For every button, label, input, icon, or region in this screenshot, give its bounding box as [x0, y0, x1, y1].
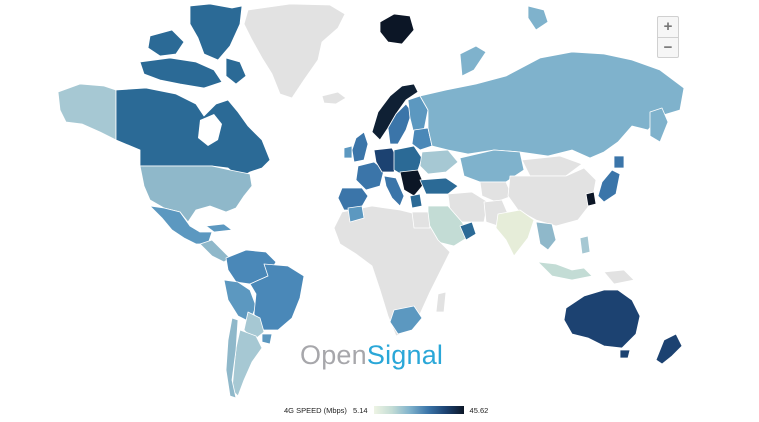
region-uk[interactable] [351, 131, 369, 163]
region-svalbard[interactable] [379, 13, 415, 45]
region-chile[interactable] [225, 317, 239, 399]
region-hokkaido[interactable] [613, 155, 625, 169]
region-se-asia[interactable] [535, 221, 557, 251]
region-cuba[interactable] [205, 223, 233, 233]
region-novaya-zemlya[interactable] [459, 45, 487, 77]
region-severny-islands[interactable] [527, 5, 549, 31]
region-new-guinea[interactable] [603, 269, 635, 285]
region-madagascar[interactable] [435, 291, 447, 313]
zoom-control: + − [657, 16, 679, 58]
region-balkans[interactable] [399, 169, 425, 197]
region-central-america[interactable] [199, 239, 231, 263]
region-indonesia[interactable] [537, 261, 593, 281]
legend-gradient-bar [373, 406, 464, 414]
region-canada-islands-d[interactable] [225, 57, 247, 85]
region-benelux-germany[interactable] [373, 147, 399, 173]
region-turkey[interactable] [419, 177, 459, 195]
region-australia[interactable] [563, 289, 641, 349]
color-legend: 4G SPEED (Mbps) 5.14 45.62 [284, 404, 488, 416]
region-new-zealand[interactable] [655, 333, 683, 365]
region-canada-islands-b[interactable] [147, 29, 185, 57]
zoom-in-button[interactable]: + [663, 18, 673, 35]
hudson-bay [198, 114, 222, 146]
region-japan[interactable] [597, 169, 621, 203]
region-sweden[interactable] [387, 103, 413, 145]
region-canada-islands-c[interactable] [139, 57, 223, 89]
zoom-out-button[interactable]: − [658, 37, 678, 57]
region-iberia[interactable] [337, 187, 369, 211]
region-italy[interactable] [383, 175, 405, 207]
region-greece[interactable] [409, 193, 423, 209]
region-alaska[interactable] [57, 83, 117, 141]
region-india[interactable] [495, 209, 535, 257]
region-baltics-belarus[interactable] [411, 127, 433, 151]
region-iceland[interactable] [321, 91, 347, 105]
legend-label: 4G SPEED (Mbps) [284, 405, 347, 415]
region-south-korea[interactable] [585, 191, 597, 207]
region-egypt[interactable] [411, 211, 431, 229]
region-mexico[interactable] [149, 205, 213, 245]
region-france[interactable] [355, 161, 385, 191]
region-central-asia[interactable] [479, 181, 513, 203]
region-oman[interactable] [459, 221, 477, 241]
region-norway[interactable] [371, 83, 419, 141]
region-greenland[interactable] [243, 3, 346, 99]
region-brazil[interactable] [249, 263, 305, 331]
region-mongolia[interactable] [521, 155, 583, 177]
region-uruguay[interactable] [261, 333, 273, 345]
region-russia[interactable] [419, 51, 685, 159]
region-tasmania[interactable] [619, 349, 631, 359]
region-ireland[interactable] [343, 145, 353, 159]
region-ukraine[interactable] [419, 149, 459, 175]
legend-max: 45.62 [469, 405, 489, 415]
region-canada[interactable] [115, 87, 271, 179]
region-morocco[interactable] [347, 205, 365, 223]
region-peru[interactable] [223, 279, 257, 323]
region-usa[interactable] [139, 165, 253, 223]
legend-min: 5.14 [352, 405, 368, 415]
logo-text-open: Open [300, 340, 367, 370]
logo-text-signal: Signal [366, 340, 444, 370]
region-philippines[interactable] [579, 235, 591, 255]
opensignal-logo: OpenSignal [300, 340, 443, 371]
region-south-africa[interactable] [389, 305, 423, 335]
region-china[interactable] [507, 167, 597, 227]
region-canada-islands-a[interactable] [189, 3, 243, 61]
region-kamchatka[interactable] [649, 107, 669, 143]
